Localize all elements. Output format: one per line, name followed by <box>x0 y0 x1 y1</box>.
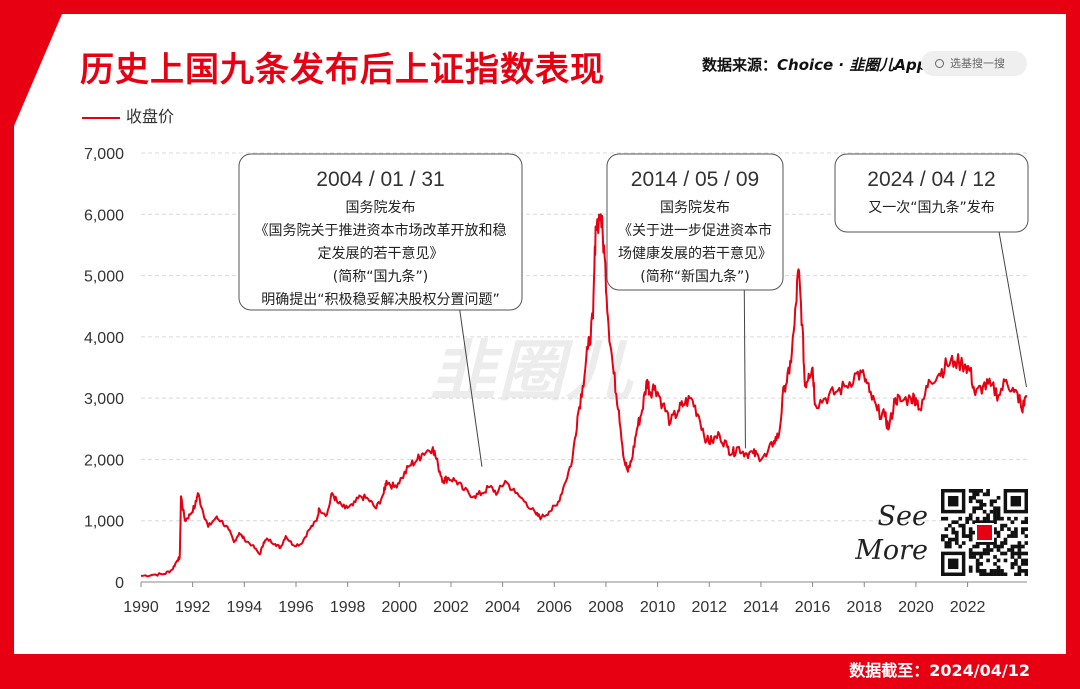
series-line <box>140 213 1028 578</box>
search-input[interactable]: 选基搜一搜 <box>921 51 1027 76</box>
annotation-text-line: (简称“国九条”) <box>333 268 428 285</box>
y-tick-label: 3,000 <box>84 391 124 408</box>
x-tick-label: 2012 <box>691 599 727 616</box>
annotation-box <box>238 153 523 311</box>
y-tick-label: 5,000 <box>84 269 124 286</box>
annotation-text-line: (简称“新国九条”) <box>640 268 749 285</box>
data-source-value: Choice · 韭圈儿App <box>777 56 928 74</box>
watermark-logo: 韭圈儿 <box>430 333 634 410</box>
y-tick-label: 0 <box>115 575 124 592</box>
see-more-line-2: More <box>855 535 928 566</box>
legend: 收盘价 <box>82 103 174 127</box>
y-tick-label: 2,000 <box>84 452 124 469</box>
annotation-text-line: 定发展的若干意见》 <box>318 245 444 262</box>
qr-code-icon[interactable] <box>941 489 1028 576</box>
x-tick-label: 1994 <box>227 599 263 616</box>
data-source: 数据来源：Choice · 韭圈儿App <box>702 54 927 75</box>
annotation-box <box>606 153 784 291</box>
x-tick-label: 2018 <box>846 599 882 616</box>
search-placeholder: 选基搜一搜 <box>950 57 1005 70</box>
x-tick-label: 2006 <box>536 599 572 616</box>
x-tick-label: 2008 <box>588 599 624 616</box>
x-tick-label: 2020 <box>898 599 934 616</box>
chart-card <box>14 14 1066 654</box>
x-tick-label: 1992 <box>175 599 211 616</box>
search-icon <box>935 59 944 68</box>
y-tick-label: 1,000 <box>84 514 124 531</box>
page-title: 历史上国九条发布后上证指数表现 <box>80 50 605 90</box>
see-more-text: See More <box>848 500 928 568</box>
annotation-date: 2004 / 01 / 31 <box>316 168 444 191</box>
x-tick-label: 2004 <box>485 599 521 616</box>
annotation-date: 2014 / 05 / 09 <box>631 168 759 191</box>
x-tick-label: 2016 <box>795 599 831 616</box>
annotation-text-line: 又一次“国九条”发布 <box>868 199 995 216</box>
data-cutoff-date: 数据截至：2024/04/12 <box>849 661 1030 680</box>
y-tick-label: 4,000 <box>84 330 124 347</box>
x-tick-label: 1996 <box>278 599 314 616</box>
annotation-text-line: 国务院发布 <box>660 200 730 216</box>
annotation-leader-line <box>459 309 483 467</box>
annotation-text-line: 《国务院关于推进资本市场改革开放和稳 <box>255 222 507 239</box>
annotation-text-line: 国务院发布 <box>346 200 416 216</box>
x-tick-label: 2022 <box>950 599 986 616</box>
legend-line-swatch <box>82 116 120 119</box>
y-tick-label: 7,000 <box>84 146 124 163</box>
annotation-date: 2024 / 04 / 12 <box>867 168 995 191</box>
x-tick-label: 1998 <box>330 599 366 616</box>
annotation-text-line: 《关于进一步促进资本市 <box>618 222 772 239</box>
legend-label: 收盘价 <box>126 107 175 126</box>
x-tick-label: 1990 <box>123 599 159 616</box>
annotation-text-line: 场健康发展的若干意见》 <box>618 245 772 262</box>
see-more-line-1: See <box>877 501 928 532</box>
annotation-leader-line <box>998 231 1027 388</box>
corner-accent <box>14 14 62 126</box>
annotation-leader-line <box>743 289 746 449</box>
x-tick-label: 2000 <box>382 599 418 616</box>
data-source-label: 数据来源： <box>702 56 778 74</box>
annotation-text-line: 明确提出“积极稳妥解决股权分置问题” <box>261 292 500 308</box>
annotation-box <box>834 153 1029 233</box>
y-tick-label: 6,000 <box>84 207 124 224</box>
x-tick-label: 2014 <box>743 599 779 616</box>
x-tick-label: 2002 <box>433 599 469 616</box>
x-tick-label: 2010 <box>640 599 676 616</box>
